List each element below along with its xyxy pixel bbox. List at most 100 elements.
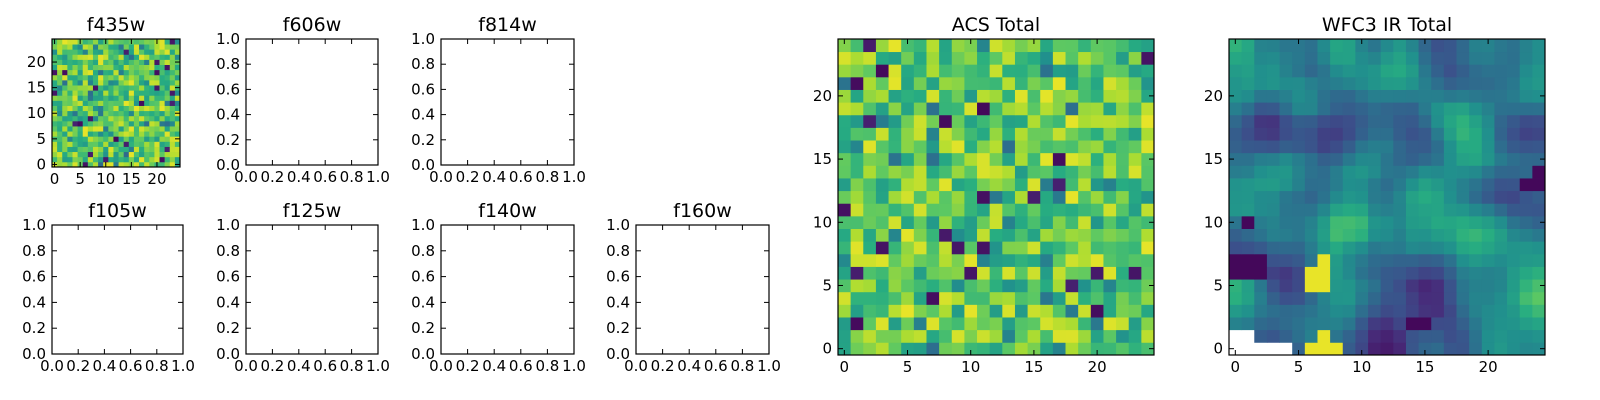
heatmap-cell <box>1456 228 1470 242</box>
heatmap-cell <box>838 178 852 192</box>
heatmap-cell <box>964 291 978 305</box>
heatmap-cell <box>850 342 864 356</box>
heatmap-cell <box>1519 165 1533 179</box>
heatmap-cell <box>1141 51 1155 65</box>
heatmap-cell <box>87 156 94 163</box>
heatmap-cell <box>989 127 1003 141</box>
heatmap-cell <box>1380 317 1394 331</box>
heatmap-cell <box>139 161 145 168</box>
heatmap-cell <box>98 156 104 163</box>
heatmap-cell <box>1027 140 1041 154</box>
heatmap-cell <box>1342 140 1356 154</box>
heatmap-cell <box>1443 291 1457 305</box>
heatmap-cell <box>154 126 160 132</box>
heatmap-cell <box>989 329 1003 343</box>
heatmap-cell <box>1330 165 1344 179</box>
heatmap-cell <box>1507 329 1521 343</box>
heatmap-cell <box>159 136 166 142</box>
heatmap-cell <box>964 228 978 242</box>
heatmap-cell <box>1254 127 1268 141</box>
heatmap-cell <box>1128 152 1142 166</box>
heatmap-cell <box>1292 165 1306 179</box>
heatmap-cell <box>159 115 166 122</box>
heatmap-cell <box>1418 165 1432 179</box>
heatmap-cell <box>164 79 171 86</box>
heatmap-cell <box>989 140 1003 154</box>
heatmap-cell <box>77 151 84 158</box>
heatmap-cell <box>98 69 104 76</box>
heatmap-cell <box>1405 215 1419 229</box>
heatmap-cell <box>1368 317 1382 331</box>
heatmap-cell <box>1443 165 1457 179</box>
heatmap-cell <box>174 90 181 96</box>
heatmap-cell <box>1229 190 1243 204</box>
heatmap-cell <box>1507 317 1521 331</box>
heatmap-cell <box>67 69 73 76</box>
heatmap-cell <box>1027 178 1041 192</box>
heatmap-cell <box>913 215 927 229</box>
heatmap-cell <box>57 156 63 163</box>
heatmap-cell <box>67 44 73 50</box>
heatmap-cell <box>52 151 58 158</box>
heatmap-cell <box>57 54 63 60</box>
heatmap-cell <box>1279 152 1293 166</box>
heatmap-cell <box>838 317 852 331</box>
heatmap-cell <box>154 49 160 55</box>
heatmap-cell <box>144 64 150 71</box>
heatmap-cell <box>1266 89 1280 103</box>
heatmap-cell <box>1532 279 1546 293</box>
heatmap-cell <box>67 79 73 86</box>
heatmap-cell <box>1002 203 1016 217</box>
heatmap-cell <box>128 156 135 163</box>
heatmap-cell <box>1304 64 1318 78</box>
heatmap-cell <box>1128 215 1142 229</box>
y-tick-label: 0.8 <box>216 55 240 73</box>
heatmap-cell <box>174 95 181 101</box>
heatmap-cell <box>164 141 171 147</box>
heatmap-cell <box>72 79 78 86</box>
heatmap-cell <box>1078 317 1092 331</box>
heatmap-cell <box>1456 140 1470 154</box>
heatmap-cell <box>951 241 965 255</box>
y-tick-label: 20 <box>813 87 832 105</box>
heatmap-cell <box>123 141 130 147</box>
heatmap-cell <box>1418 64 1432 78</box>
heatmap-cell <box>1494 279 1508 293</box>
heatmap-cell <box>169 54 176 60</box>
heatmap-cell <box>1494 228 1508 242</box>
heatmap-cell <box>1507 89 1521 103</box>
heatmap-cell <box>1292 102 1306 116</box>
heatmap-cell <box>108 110 114 117</box>
heatmap-cell <box>149 141 155 147</box>
heatmap-cell <box>850 329 864 343</box>
heatmap-cell <box>118 69 125 76</box>
heatmap-cell <box>1078 127 1092 141</box>
heatmap-cell <box>1128 127 1142 141</box>
heatmap-cell <box>1002 228 1016 242</box>
heatmap-cell <box>1355 39 1369 53</box>
heatmap-cell <box>1431 342 1445 356</box>
heatmap-cell <box>964 114 978 128</box>
heatmap-cell <box>169 136 176 142</box>
heatmap-cell <box>1254 317 1268 331</box>
x-tick-label: 0 <box>840 358 850 376</box>
heatmap-cell <box>1241 51 1255 65</box>
heatmap-cell <box>863 165 877 179</box>
x-tick-label: 0 <box>1231 358 1241 376</box>
heatmap-cell <box>1368 291 1382 305</box>
heatmap-cell <box>123 105 130 112</box>
heatmap-cell <box>1090 203 1104 217</box>
heatmap-cell <box>838 102 852 116</box>
heatmap-cell <box>1405 114 1419 128</box>
heatmap-cell <box>1078 329 1092 343</box>
heatmap-cell <box>863 152 877 166</box>
heatmap-cell <box>149 156 155 163</box>
heatmap-cell <box>98 136 104 142</box>
heatmap-cell <box>951 102 965 116</box>
heatmap-cell <box>154 54 160 60</box>
heatmap-cell <box>98 74 104 81</box>
heatmap-cell <box>87 49 94 55</box>
heatmap-cell <box>77 79 84 86</box>
